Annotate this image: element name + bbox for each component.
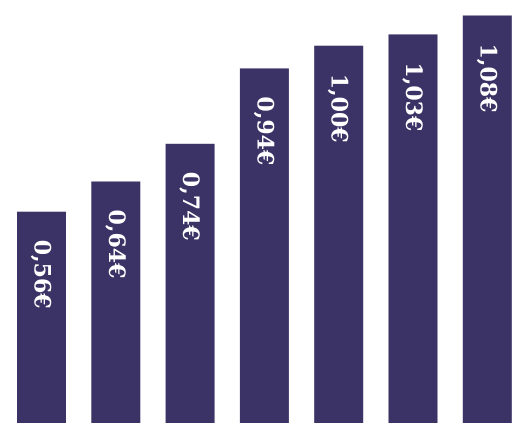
bars-group bbox=[17, 15, 512, 423]
bar-label-7: 1,08€ bbox=[474, 44, 500, 113]
bar-6 bbox=[388, 34, 438, 423]
bar-label-4: 0,94€ bbox=[251, 96, 277, 165]
bar-7 bbox=[462, 15, 512, 423]
bar-4 bbox=[239, 68, 289, 423]
data-labels-group: 0,56€ 0,64€ 0,74€ 0,94€ 1,00€ 1,03€ 1,08€ bbox=[29, 44, 501, 309]
bar-1 bbox=[17, 211, 66, 423]
bar-5 bbox=[314, 45, 364, 423]
bar-label-2: 0,64€ bbox=[103, 210, 129, 279]
bar-label-3: 0,74€ bbox=[177, 172, 203, 241]
bar-label-6: 1,03€ bbox=[400, 62, 426, 131]
bar-label-5: 1,00€ bbox=[326, 74, 352, 143]
bar-label-1: 0,56€ bbox=[29, 240, 55, 309]
bar-3 bbox=[165, 143, 215, 423]
bar-2 bbox=[91, 181, 141, 423]
